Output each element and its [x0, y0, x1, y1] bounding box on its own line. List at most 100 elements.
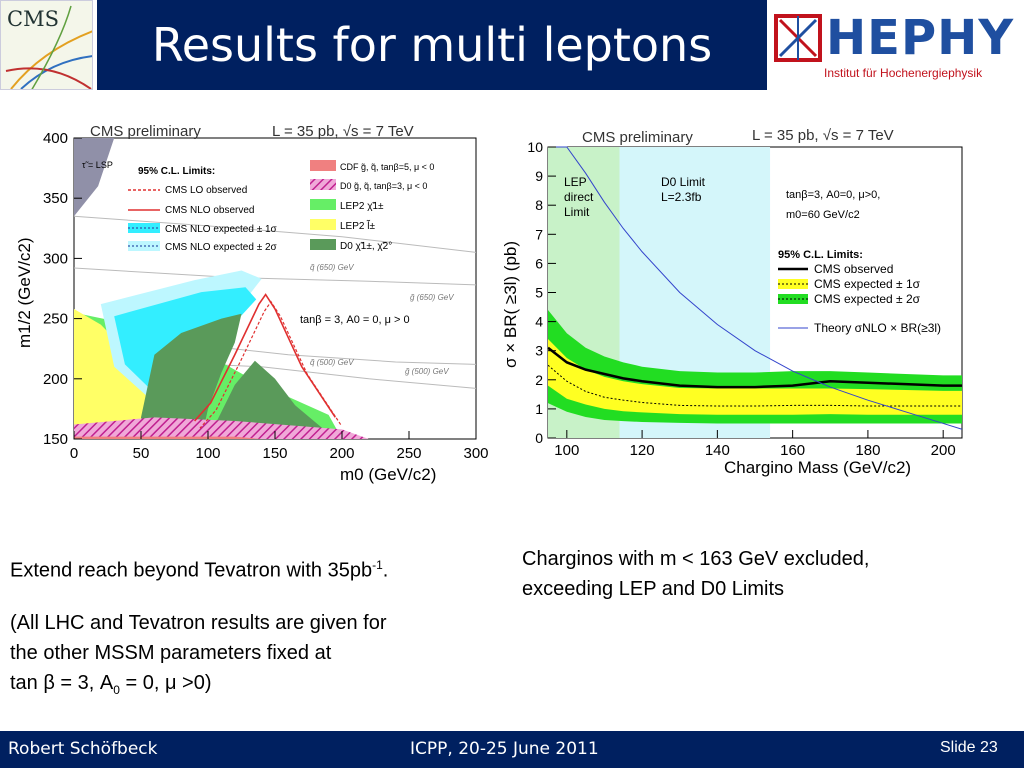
line-cms-observed	[547, 346, 962, 389]
region-lep-label-1: LEP	[564, 175, 587, 189]
left-x-tick-label: 50	[133, 445, 150, 462]
left-legend-right: CDF g̃, q̃, tanβ=5, μ < 0 D0 g̃, q̃, tan…	[310, 160, 434, 252]
footer-event: ICPP, 20-25 June 2011	[410, 739, 599, 759]
left-text-line1: Extend reach beyond Tevatron with 35pb-1…	[10, 558, 389, 582]
right-params-1: tanβ=3, A0=0, μ>0,	[786, 189, 880, 201]
left-y-ticks: 150 200 250 300 350 400	[43, 130, 82, 448]
region-cdf	[74, 436, 262, 439]
annotation-lsp: τ̃ = LSP	[82, 160, 113, 170]
region-lep-label-2: direct	[564, 190, 594, 204]
annotation-squark-650: q̃ (650) GeV	[310, 263, 354, 272]
region-d0-chargino-right	[208, 360, 336, 439]
legend-d0: D0 g̃, q̃, tanβ=3, μ < 0	[340, 181, 427, 191]
legend-lep2-slepton: LEP2 l̃±	[340, 219, 375, 232]
left-text-para2-line3: tan β = 3, A0 = 0, μ >0)	[10, 671, 212, 697]
contour-cms-nlo-observed	[194, 293, 336, 422]
slide-title: Results for multi leptons	[151, 18, 713, 72]
line-theory	[548, 146, 963, 430]
right-y-tick-label: 7	[535, 226, 543, 242]
region-lep-label-3: Limit	[564, 205, 590, 219]
region-d0-label-1: D0 Limit	[661, 175, 706, 189]
region-lsp	[74, 138, 115, 217]
chart-right: CMS preliminary L = 35 pb, √s = 7 TeV 10…	[501, 127, 963, 477]
left-y-label: m1/2 (GeV/c2)	[15, 237, 34, 348]
left-chart-title: CMS preliminary	[90, 123, 201, 140]
hephy-name: HEPHY	[826, 10, 1015, 66]
right-text-line1: Charginos with m < 163 GeV excluded,	[522, 548, 870, 570]
right-y-tick-label: 1	[535, 401, 543, 417]
right-y-ticks: 0 1 2 3 4 5 6 7 8 9 10	[527, 139, 556, 446]
cms-logo: CMS	[0, 0, 93, 90]
right-params-2: m0=60 GeV/c2	[786, 209, 860, 221]
footer: Robert Schöfbeck ICPP, 20-25 June 2011 S…	[0, 731, 1024, 768]
band-expected-1sigma	[548, 339, 962, 415]
right-y-tick-label: 3	[535, 343, 543, 359]
right-text-line2: exceeding LEP and D0 Limits	[522, 578, 785, 600]
left-x-ticks: 0 50 100 150 200 250 300	[70, 431, 489, 462]
line-cms-expected	[547, 364, 962, 407]
right-text-block: Charginos with m < 163 GeV excluded, exc…	[522, 544, 1002, 604]
right-x-tick-label: 200	[931, 442, 956, 459]
footer-author: Robert Schöfbeck	[8, 739, 158, 759]
right-y-tick-label: 0	[535, 430, 543, 446]
right-y-label: σ × BR( ≥3l) (pb)	[501, 241, 520, 368]
footer-slide-number: Slide 23	[940, 739, 998, 756]
left-chart-lumi: L = 35 pb, √s = 7 TeV	[272, 123, 414, 140]
title-bar: Results for multi leptons	[97, 0, 767, 90]
right-x-tick-label: 180	[855, 442, 880, 459]
left-grey-contour-0	[73, 215, 477, 253]
right-y-tick-label: 9	[535, 168, 543, 184]
left-grey-contour-1	[73, 267, 477, 286]
left-x-tick-label: 250	[396, 445, 421, 462]
legend-cms-nlo-expected-1sigma: CMS NLO expected ± 1σ	[165, 224, 278, 235]
left-y-tick-label: 400	[43, 130, 68, 147]
right-x-tick-label: 160	[780, 442, 805, 459]
right-y-tick-label: 6	[535, 255, 543, 271]
legend-cms-lo-observed: CMS LO observed	[165, 185, 247, 196]
left-text-block: Extend reach beyond Tevatron with 35pb-1…	[10, 550, 510, 705]
legend-cms-nlo-observed: CMS NLO observed	[165, 205, 254, 216]
right-y-tick-label: 2	[535, 372, 543, 388]
annotation-squark-500: q̃ (500) GeV	[310, 358, 354, 367]
right-y-tick-label: 4	[535, 314, 543, 330]
right-x-ticks: 100 120 140 160 180 200	[554, 430, 956, 459]
legend-lep2-chargino: LEP2 χ̃1±	[340, 201, 384, 212]
legend-theory: Theory σNLO × BR(≥3l)	[814, 321, 941, 335]
right-y-tick-label: 10	[527, 139, 543, 155]
region-d0-chargino	[141, 313, 242, 439]
right-chart-lumi: L = 35 pb, √s = 7 TeV	[752, 127, 894, 144]
legend-cms-nlo-expected-2sigma: CMS NLO expected ± 2σ	[165, 242, 278, 253]
legend-cms-observed: CMS observed	[814, 262, 893, 276]
right-x-tick-label: 100	[554, 442, 579, 459]
left-legend-header: 95% C.L. Limits:	[138, 166, 215, 177]
left-x-tick-label: 0	[70, 445, 78, 462]
left-y-tick-label: 300	[43, 250, 68, 267]
right-x-label: Chargino Mass (GeV/c2)	[724, 458, 911, 477]
legend-d0-chargino-neutralino: D0 χ̃1±, χ̃2°	[340, 241, 392, 252]
left-y-tick-label: 200	[43, 371, 68, 388]
right-legend: 95% C.L. Limits: CMS observed CMS expect…	[778, 249, 941, 335]
legend-cdf: CDF g̃, q̃, tanβ=5, μ < 0	[340, 162, 434, 172]
hephy-logo: HEPHY Institut für Hochenergiephysik	[770, 0, 1024, 90]
right-chart-title: CMS preliminary	[582, 129, 693, 146]
left-x-tick-label: 150	[262, 445, 287, 462]
left-plot-area	[73, 138, 477, 439]
right-y-tick-label: 8	[535, 197, 543, 213]
legend-cms-expected-1sigma: CMS expected ± 1σ	[814, 277, 921, 291]
region-d0-label-2: L=2.3fb	[661, 190, 702, 204]
right-plot-area	[547, 146, 963, 438]
right-x-tick-label: 140	[705, 442, 730, 459]
annotation-gluino-650: g̃ (650) GeV	[410, 293, 454, 302]
right-legend-header: 95% C.L. Limits:	[778, 249, 863, 261]
left-x-tick-label: 100	[195, 445, 220, 462]
left-x-label: m0 (GeV/c2)	[340, 465, 436, 484]
annotation-gluino-500: g̃ (500) GeV	[405, 367, 449, 376]
cms-logo-text: CMS	[7, 7, 59, 31]
left-text-para2-line1: (All LHC and Tevatron results are given …	[10, 611, 387, 634]
region-d0-hatched	[74, 417, 369, 439]
left-text-para2-line2: the other MSSM parameters fixed at	[10, 641, 332, 664]
legend-cms-expected-2sigma: CMS expected ± 2σ	[814, 292, 921, 306]
chart-left: CMS preliminary L = 35 pb, √s = 7 TeV 0 5…	[15, 123, 489, 484]
right-y-tick-label: 5	[535, 285, 543, 301]
hephy-emblem-icon	[774, 14, 822, 62]
